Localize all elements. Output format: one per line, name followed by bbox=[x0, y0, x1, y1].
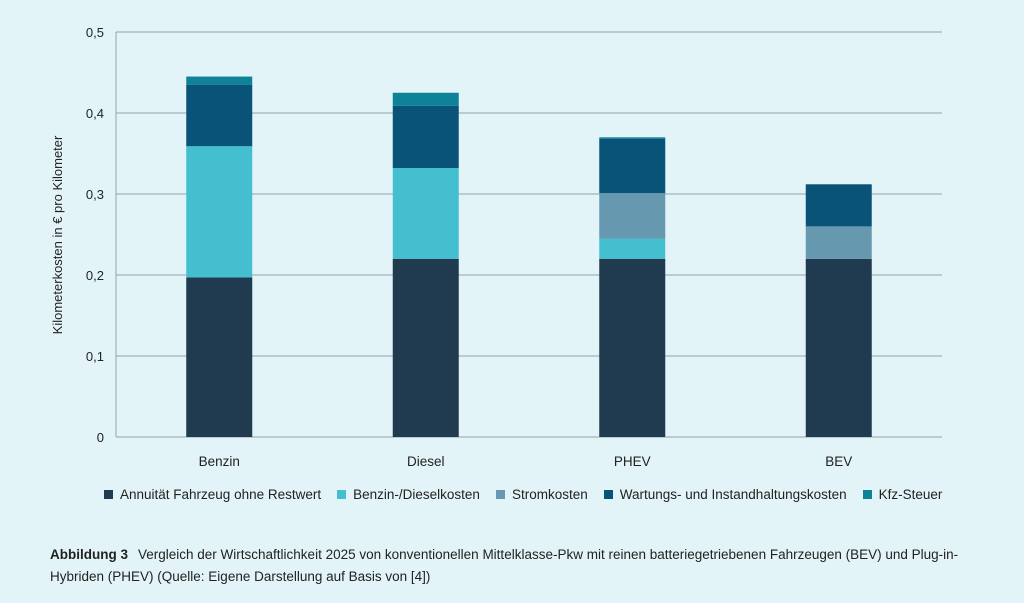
y-tick-label: 0,3 bbox=[86, 187, 104, 202]
bar-segment bbox=[805, 226, 872, 259]
bar-segment bbox=[186, 277, 253, 437]
bar-segment bbox=[392, 258, 459, 437]
bar-segment bbox=[599, 138, 666, 194]
legend-label: Kfz-Steuer bbox=[878, 487, 943, 502]
caption-text: Vergleich der Wirtschaftlichkeit 2025 vo… bbox=[50, 547, 959, 584]
bar-segment bbox=[805, 184, 872, 227]
x-tick-label: BEV bbox=[825, 454, 852, 469]
legend-item: Annuität Fahrzeug ohne Restwert bbox=[104, 487, 321, 502]
legend-swatch bbox=[495, 490, 505, 499]
y-tick-label: 0,4 bbox=[86, 106, 104, 121]
y-tick-label: 0,2 bbox=[86, 268, 104, 283]
stacked-bar-chart: 0 0,1 0,2 0,3 0,4 0,5 Kilometerkosten in € pro… bbox=[50, 25, 942, 469]
bar-segment bbox=[186, 84, 253, 147]
bar-segment bbox=[186, 146, 253, 278]
bar-segment bbox=[392, 168, 459, 259]
y-tick-label: 0 bbox=[97, 430, 104, 445]
legend-swatch bbox=[603, 490, 613, 499]
caption-label: Abbildung 3 bbox=[50, 547, 128, 562]
legend-item: Stromkosten bbox=[495, 487, 588, 502]
legend-label: Benzin-/Dieselkosten bbox=[353, 487, 480, 502]
legend-item: Wartungs- und Instandhaltungskosten bbox=[603, 487, 847, 502]
legend-item: Kfz-Steuer bbox=[862, 487, 943, 502]
legend-swatch bbox=[104, 490, 113, 499]
x-tick-label: PHEV bbox=[614, 454, 651, 469]
legend-item: Benzin-/Dieselkosten bbox=[337, 487, 480, 502]
bar-segment bbox=[599, 238, 666, 259]
bar-segment bbox=[599, 193, 666, 239]
bar-segment bbox=[805, 258, 872, 437]
bar-segment bbox=[392, 105, 459, 169]
y-tick-label: 0,1 bbox=[86, 349, 104, 364]
y-axis-label: Kilometerkosten in € pro Kilometer bbox=[50, 135, 65, 334]
legend-swatch bbox=[337, 490, 347, 499]
bar-segment bbox=[599, 258, 666, 437]
bar-segment bbox=[392, 92, 459, 106]
legend-swatch bbox=[862, 490, 872, 499]
x-tick-label: Diesel bbox=[407, 454, 445, 469]
bar-segment bbox=[599, 137, 666, 139]
y-tick-label: 0,5 bbox=[86, 25, 104, 40]
figure-caption: Abbildung 3 Vergleich der Wirtschaftlichk… bbox=[50, 544, 990, 588]
chart-legend: Annuität Fahrzeug ohne Restwert Benzin-/D… bbox=[104, 487, 942, 502]
legend-label: Stromkosten bbox=[511, 487, 588, 502]
legend-label: Wartungs- und Instandhaltungskosten bbox=[619, 487, 847, 502]
x-tick-label: Benzin bbox=[199, 454, 240, 469]
legend-label: Annuität Fahrzeug ohne Restwert bbox=[120, 487, 322, 502]
bar-segment bbox=[186, 76, 253, 85]
